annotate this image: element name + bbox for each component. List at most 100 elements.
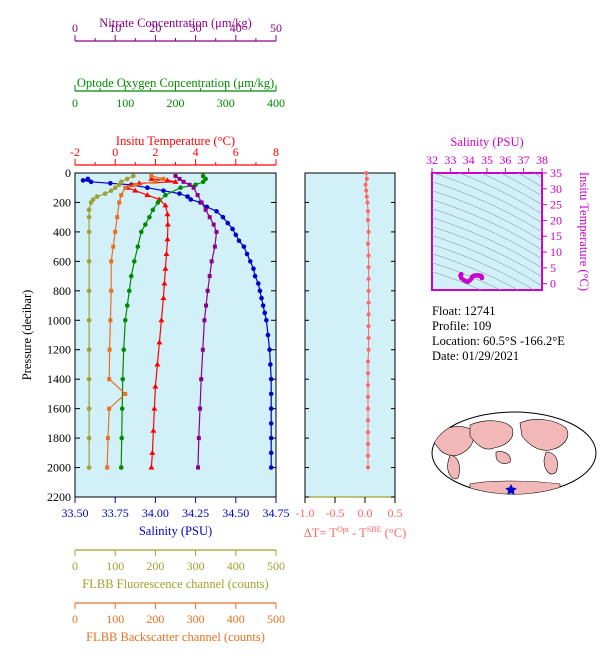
oxygen-data-point xyxy=(124,303,130,308)
oxygen-tick-label: 300 xyxy=(217,96,235,110)
temperature-data-point xyxy=(149,449,156,455)
pressure-tick-label: 1600 xyxy=(47,402,71,416)
backscatter-profile-series xyxy=(105,173,166,470)
ts-salinity-tick-label: 33 xyxy=(444,153,456,167)
fluorescence-data-point xyxy=(94,194,100,199)
map-landmasses xyxy=(432,419,569,494)
float-location-marker xyxy=(505,484,517,495)
isopycnal-curve xyxy=(533,173,542,179)
nitrate-data-point xyxy=(205,288,210,293)
delta-t-data-point xyxy=(366,300,371,305)
temperature-data-point xyxy=(172,178,179,184)
delta-t-plot-area xyxy=(304,172,396,498)
backscatter-axis-label: FLBB Backscatter channel (counts) xyxy=(86,630,265,644)
delta-t-data-point xyxy=(366,430,370,435)
salinity-data-point xyxy=(185,194,190,199)
nitrate-data-point xyxy=(204,303,209,308)
salinity-data-point xyxy=(145,185,150,191)
nitrate-tick-label: 20 xyxy=(149,21,161,35)
temperature-data-point xyxy=(150,427,157,433)
delta-t-data-point xyxy=(366,406,370,411)
ts-temperature-tick-label: 5 xyxy=(550,261,556,275)
ts-temperature-tick-label: 10 xyxy=(550,245,562,259)
oxygen-data-point xyxy=(200,179,206,185)
delta-t-data-point xyxy=(365,200,370,205)
fluorescence-data-point xyxy=(86,229,92,235)
backscatter-data-point xyxy=(161,176,166,181)
nitrate-data-point xyxy=(203,207,208,212)
oxygen-data-point xyxy=(150,207,156,213)
ts-data-point xyxy=(479,275,485,281)
fluorescence-data-point xyxy=(88,200,94,205)
nitrate-axis: 0 10 20 30 40 50 Nitrate Concentration (μm/kg) xyxy=(72,16,282,42)
salinity-data-point xyxy=(241,244,247,249)
temperature-data-point xyxy=(148,464,155,470)
salinity-tick-label: 33.75 xyxy=(102,506,129,520)
temperature-tick-label: 2 xyxy=(152,145,158,159)
ts-temperature-tick-label: 0 xyxy=(550,277,556,291)
oxygen-data-point xyxy=(178,185,183,191)
pressure-tick-label: 1000 xyxy=(47,313,71,327)
backscatter-data-point xyxy=(105,465,110,470)
salinity-data-point xyxy=(262,310,268,316)
backscatter-data-point xyxy=(113,229,118,234)
nitrate-data-point xyxy=(211,222,216,227)
delta-t-data-point xyxy=(366,347,371,352)
delta-t-data-point xyxy=(366,277,371,282)
delta-t-data-point xyxy=(364,194,369,199)
oxygen-data-point xyxy=(131,259,137,264)
ts-salinity-tick-label: 35 xyxy=(481,153,493,167)
delta-t-data-point xyxy=(364,171,369,175)
nitrate-data-point xyxy=(199,200,204,205)
backscatter-data-point xyxy=(111,244,116,249)
temperature-data-point xyxy=(163,251,170,256)
salinity-data-point xyxy=(265,332,271,338)
delta-t-data-point xyxy=(366,371,370,376)
salinity-data-point xyxy=(268,435,274,441)
fluorescence-axis: 0 100 200 300 400 500 FLBB Fluorescence channe… xyxy=(72,549,285,591)
ts-temperature-tick-label: 20 xyxy=(550,213,562,227)
pressure-tick-label: 2000 xyxy=(47,461,71,475)
delta-t-data-point xyxy=(366,383,370,388)
temperature-data-point xyxy=(160,295,167,301)
fluorescence-data-point xyxy=(86,259,92,264)
nitrate-data-point xyxy=(198,406,203,411)
salinity-data-point xyxy=(188,197,194,202)
oxygen-tick-label: 400 xyxy=(267,96,285,110)
salinity-data-point xyxy=(268,450,274,456)
temperature-data-point xyxy=(152,383,159,389)
temperature-data-point xyxy=(164,177,171,183)
fluorescence-tick-label: 500 xyxy=(267,559,285,573)
backscatter-data-point xyxy=(123,185,128,190)
nitrate-axis-label: Nitrate Concentration (μm/kg) xyxy=(99,16,252,30)
salinity-axis-label: Salinity (PSU) xyxy=(139,524,212,538)
temperature-data-point xyxy=(154,361,161,367)
isopycnal-curve xyxy=(432,199,542,251)
backscatter-tick-label: 200 xyxy=(146,612,164,626)
isopycnal-curve xyxy=(432,173,542,224)
delta-t-data-point xyxy=(366,229,371,234)
pressure-tick-label: 2200 xyxy=(47,490,71,504)
world-map xyxy=(431,411,597,495)
ts-salinity-tick-label: 34 xyxy=(463,153,475,167)
oxygen-data-point xyxy=(135,244,141,249)
delta-t-data-point xyxy=(363,182,368,187)
salinity-data-point xyxy=(252,273,258,279)
backscatter-data-point xyxy=(107,377,112,382)
delta-t-tick-label: -0.5 xyxy=(326,506,345,520)
backscatter-data-point xyxy=(117,200,122,205)
nitrate-tick-label: 10 xyxy=(109,21,121,35)
ts-temperature-tick-label: 15 xyxy=(550,229,562,243)
nitrate-data-point xyxy=(177,176,182,181)
backscatter-tick-label: 100 xyxy=(106,612,124,626)
main-profile-panel: 0200400600800100012001400160018002000220… xyxy=(20,16,290,644)
fluorescence-profile-series xyxy=(86,173,136,470)
nitrate-tick-label: 50 xyxy=(270,21,282,35)
oxygen-data-point xyxy=(122,317,128,323)
delta-t-series xyxy=(363,171,371,470)
fluorescence-data-point xyxy=(102,191,108,196)
delta-t-data-point xyxy=(366,324,371,329)
salinity-tick-label: 34.00 xyxy=(142,506,169,520)
nitrate-data-point xyxy=(199,377,204,382)
backscatter-data-point xyxy=(133,182,138,187)
